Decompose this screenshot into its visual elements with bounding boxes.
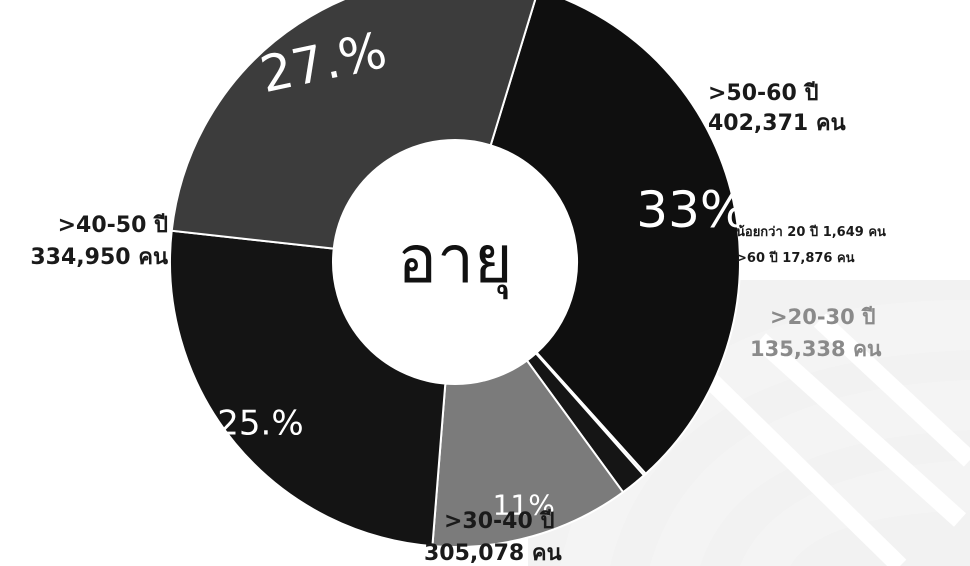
label-40-50: >40-50 ปี (58, 213, 168, 238)
percent-label-3: 11% (493, 489, 555, 522)
label-50-60-count: 402,371 คน (708, 111, 846, 136)
label-40-50-count: 334,950 คน (30, 245, 168, 270)
label-20-30-count: 135,338 คน (750, 337, 882, 361)
slices-group (169, 0, 741, 548)
label-50-60: >50-60 ปี (708, 81, 818, 106)
donut-hole (333, 140, 577, 384)
percent-label-0: 33% (636, 181, 747, 239)
label-over-60: >60 ปี 17,876 คน (736, 250, 855, 266)
slice-5 (170, 0, 537, 250)
label-20-30: >20-30 ปี (770, 305, 875, 329)
label-30-40: >30-40 ปี (444, 509, 554, 534)
percent-label-4: 25.% (217, 404, 303, 444)
label-30-40-count: 305,078 คน (424, 541, 562, 566)
label-under-20: น้อยกว่า 20 ปี 1,649 คน (736, 224, 886, 240)
center-label: อายุ (397, 221, 512, 300)
